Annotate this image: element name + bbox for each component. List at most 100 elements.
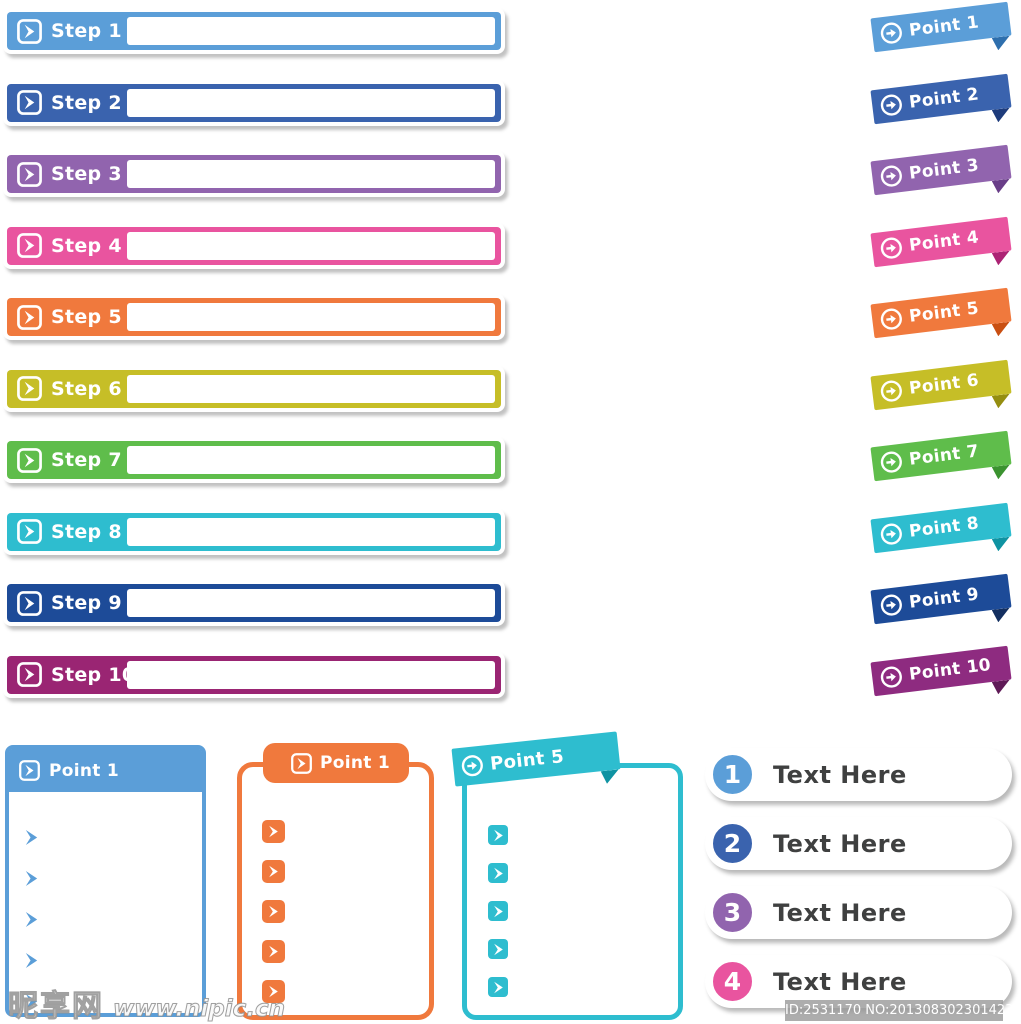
ribbon-fold-corner xyxy=(992,250,1011,265)
step-text-field[interactable] xyxy=(127,231,495,260)
step-banner-bar: Step 10 xyxy=(7,655,501,694)
point-ribbon-slot: Point 8 xyxy=(866,502,1021,553)
bullet-list xyxy=(242,767,429,1003)
step-bar[interactable]: Step 5 xyxy=(530,296,842,333)
point-ribbon[interactable]: Point 3 xyxy=(870,144,1012,196)
point-ribbon[interactable]: Point 5 xyxy=(870,287,1012,339)
point-ribbon-slot: Point 10 xyxy=(866,645,1021,696)
point-ribbon[interactable]: Point 8 xyxy=(870,502,1012,553)
point-box-ribbon: Point 5 xyxy=(451,731,621,787)
number-badge: 1 xyxy=(710,752,755,797)
step-text-field[interactable] xyxy=(127,446,495,474)
chevron-right-boxed-icon xyxy=(17,90,42,115)
point-ribbon[interactable]: Point 1 xyxy=(870,1,1012,53)
point-box-header: Point 1 xyxy=(9,749,202,792)
step-label: Step 10 xyxy=(51,663,136,686)
point-label: Point 8 xyxy=(908,512,980,542)
point-ribbon-slot: Point 9 xyxy=(866,573,1021,625)
image-id-bar: ID:2531170 NO:20130830230142328000 xyxy=(785,1000,1021,1021)
point-box-teal[interactable]: Point 5 xyxy=(451,731,683,1020)
chevron-right-boxed-icon xyxy=(17,233,42,258)
point-ribbon[interactable]: Point 9 xyxy=(870,573,1012,625)
text-here-button[interactable]: 4 Text Here xyxy=(705,955,1012,1008)
point-box-tab: Point 1 xyxy=(262,743,409,783)
step-banner[interactable]: Step 2 xyxy=(3,79,505,126)
step-label: Step 9 xyxy=(51,592,122,614)
bullet-chevron-icon xyxy=(23,828,40,847)
watermark: 昵享网 www.nipic.cn xyxy=(8,981,286,1024)
point-ribbon-slot: Point 1 xyxy=(866,1,1021,53)
bullet-chevron-icon xyxy=(262,900,285,923)
step-banner[interactable]: Step 10 xyxy=(3,651,505,698)
bullet-chevron-icon xyxy=(23,910,40,929)
arrow-right-circle-icon xyxy=(880,94,902,116)
step-banner[interactable]: Step 9 xyxy=(3,580,505,626)
point-ribbon-slot: Point 4 xyxy=(866,216,1021,267)
step-banner-bar: Step 7 xyxy=(7,441,501,479)
step-banner[interactable]: Step 6 xyxy=(3,365,505,412)
step-label: Step 2 xyxy=(51,91,122,114)
point-ribbon[interactable]: Point 7 xyxy=(870,430,1012,482)
point-ribbon[interactable]: Point 6 xyxy=(870,359,1012,410)
step-bar[interactable]: Step 6 xyxy=(530,368,842,405)
step-text-field[interactable] xyxy=(127,517,495,546)
point-label: Point 10 xyxy=(908,654,993,685)
step-bar[interactable]: Step 8 xyxy=(530,511,842,548)
step-banner[interactable]: Step 3 xyxy=(3,151,505,197)
step-text-field[interactable] xyxy=(127,303,495,331)
step-label: Step 1 xyxy=(51,20,122,42)
step-bar[interactable]: Step 4 xyxy=(530,225,842,262)
bullet-chevron-icon xyxy=(262,860,285,883)
step-bar[interactable]: Step 7 xyxy=(530,439,842,476)
bullet-chevron-icon xyxy=(488,901,508,921)
step-banner-bar: Step 1 xyxy=(7,12,501,50)
step-text-field[interactable] xyxy=(127,88,495,117)
text-here-button[interactable]: 3 Text Here xyxy=(705,886,1012,939)
point-box-blue[interactable]: Point 1 xyxy=(5,745,206,1017)
bullet-chevron-icon xyxy=(488,825,508,845)
point-box-orange[interactable]: Point 1 xyxy=(237,743,434,1020)
ribbon-fold-corner xyxy=(992,322,1011,337)
chevron-right-boxed-icon xyxy=(17,519,42,544)
point-ribbon-slot: Point 6 xyxy=(866,359,1021,410)
arrow-right-circle-icon xyxy=(880,165,902,187)
step-banner[interactable]: Step 1 xyxy=(3,8,505,54)
step-bar[interactable]: Step 1 xyxy=(530,10,842,47)
step-text-field[interactable] xyxy=(127,160,495,188)
bullet-list xyxy=(467,768,678,997)
step-banner-bar: Step 4 xyxy=(7,226,501,265)
bullet-chevron-icon xyxy=(23,869,40,888)
arrow-right-circle-icon xyxy=(880,237,902,259)
step-label: Step 7 xyxy=(574,446,645,469)
step-text-field[interactable] xyxy=(127,17,495,45)
text-here-button[interactable]: 1 Text Here xyxy=(705,748,1012,801)
point-ribbon[interactable]: Point 10 xyxy=(870,645,1012,696)
point-ribbon-slot: Point 2 xyxy=(866,73,1021,124)
step-text-field[interactable] xyxy=(127,374,495,403)
point-ribbon[interactable]: Point 2 xyxy=(870,73,1012,124)
arrow-right-circle-icon xyxy=(880,451,902,473)
chevron-right-boxed-icon xyxy=(540,16,565,41)
step-text-field[interactable] xyxy=(127,589,495,617)
step-bar[interactable]: Step 2 xyxy=(530,82,842,119)
step-bar[interactable]: Step 3 xyxy=(530,153,842,190)
point-ribbon-slot: Point 5 xyxy=(866,287,1021,339)
step-banner[interactable]: Step 5 xyxy=(3,294,505,340)
point-ribbon[interactable]: Point 4 xyxy=(870,216,1012,267)
arrow-right-circle-icon xyxy=(880,523,902,545)
step-text-field[interactable] xyxy=(127,660,495,689)
step-label: Step 3 xyxy=(51,163,122,185)
text-here-button[interactable]: 2 Text Here xyxy=(705,817,1012,870)
step-banner[interactable]: Step 7 xyxy=(3,437,505,483)
step-bar[interactable]: Step 9 xyxy=(530,582,842,619)
step-banner[interactable]: Step 8 xyxy=(3,508,505,555)
chevron-right-boxed-icon xyxy=(17,161,42,187)
bullet-chevron-icon xyxy=(262,980,285,1003)
text-here-label: Text Here xyxy=(773,760,907,789)
step-banner[interactable]: Step 4 xyxy=(3,222,505,269)
bullet-chevron-icon xyxy=(488,939,508,959)
ribbon-fold-corner xyxy=(992,608,1011,623)
step-bar[interactable]: Step 10 xyxy=(530,654,842,691)
point-box-title: Point 1 xyxy=(319,753,391,773)
step-label: Step 5 xyxy=(51,306,122,328)
